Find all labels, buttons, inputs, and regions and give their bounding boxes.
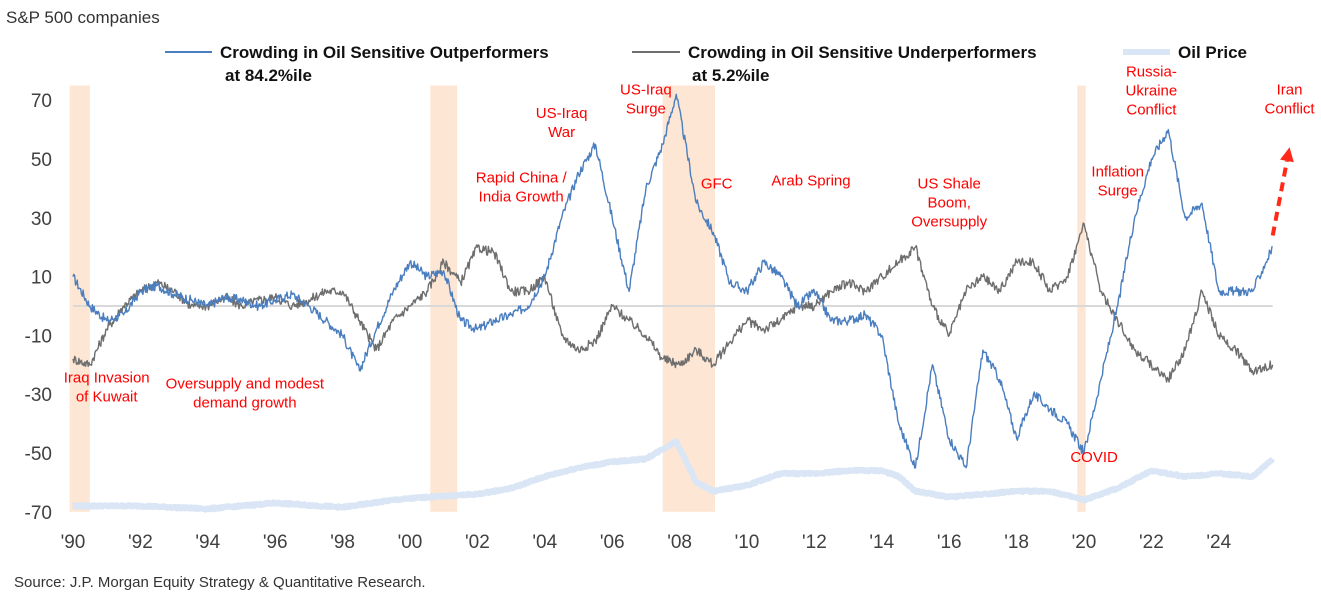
annotation-line: Oversupply — [911, 213, 987, 230]
annotation: US-Iraq Surge — [620, 81, 672, 117]
x-tick-label: '22 — [1139, 532, 1164, 553]
annotation-line: India Growth — [479, 189, 564, 206]
x-tick-label: '18 — [1004, 532, 1029, 553]
annotation-line: Conflict — [1265, 100, 1316, 117]
annotation: Oversupply and modest demand growth — [166, 375, 325, 411]
annotation-line: Iran — [1277, 81, 1303, 98]
x-tick-label: '00 — [398, 532, 423, 553]
x-tick-label: '02 — [465, 532, 490, 553]
x-tick-label: '10 — [735, 532, 760, 553]
y-tick-label: -10 — [25, 326, 52, 347]
annotation-line: US-Iraq — [620, 81, 672, 98]
legend-note-outperformers: at 84.2%ile — [225, 66, 312, 85]
legend-label-underperformers: Crowding in Oil Sensitive Underperformer… — [688, 43, 1037, 62]
shaded-period-3 — [1077, 85, 1086, 512]
annotation-line: Boom, — [928, 194, 971, 211]
annotation-line: Ukraine — [1126, 83, 1178, 100]
y-tick-label: -50 — [25, 444, 52, 465]
x-tick-label: '98 — [330, 532, 355, 553]
chart-subtitle: S&P 500 companies — [6, 8, 160, 27]
x-tick-label: '92 — [128, 532, 153, 553]
x-tick-label: '20 — [1072, 532, 1097, 553]
x-tick-label: '90 — [61, 532, 86, 553]
annotation: Iraq Invasion of Kuwait — [64, 369, 150, 405]
trend-arrow-head — [1280, 147, 1294, 163]
annotation: Russia- Ukraine Conflict — [1126, 64, 1178, 119]
annotation-line: Surge — [626, 100, 666, 117]
source-note: Source: J.P. Morgan Equity Strategy & Qu… — [14, 574, 426, 591]
y-tick-label: 70 — [31, 91, 52, 112]
annotation-line: Russia- — [1126, 64, 1177, 81]
annotation: Rapid China / India Growth — [476, 170, 568, 206]
annotation-line: COVID — [1070, 449, 1118, 466]
y-tick-label: -30 — [25, 385, 52, 406]
annotation: Iran Conflict — [1265, 81, 1316, 117]
trend-arrow-shaft — [1270, 160, 1289, 236]
x-tick-label: '94 — [195, 532, 220, 553]
annotation: GFC — [701, 175, 733, 192]
legend-note-underperformers: at 5.2%ile — [692, 66, 770, 85]
x-tick-label: '14 — [869, 532, 894, 553]
series-line-oil-price — [70, 438, 1276, 513]
y-tick-label: 30 — [31, 209, 52, 230]
annotation-line: Arab Spring — [771, 172, 850, 189]
annotation: Arab Spring — [771, 172, 850, 189]
x-tick-label: '16 — [937, 532, 962, 553]
annotation-line: US-Iraq — [536, 105, 588, 122]
x-tick-label: '04 — [532, 532, 557, 553]
annotation-line: Surge — [1098, 183, 1138, 200]
annotation-line: Iraq Invasion — [64, 369, 150, 386]
x-tick-label: '96 — [263, 532, 288, 553]
annotation: COVID — [1070, 449, 1118, 466]
annotation: US-Iraq War — [536, 105, 588, 141]
y-tick-label: 10 — [31, 268, 52, 289]
annotation-line: Inflation — [1091, 164, 1144, 181]
annotation: US Shale Boom, Oversupply — [911, 175, 987, 230]
y-tick-label: -70 — [25, 503, 52, 524]
legend-label-outperformers: Crowding in Oil Sensitive Outperformers — [220, 43, 549, 62]
annotation-line: Rapid China / — [476, 170, 568, 187]
x-tick-label: '06 — [600, 532, 625, 553]
y-tick-label: 50 — [31, 150, 52, 171]
x-tick-label: '08 — [667, 532, 692, 553]
annotation-line: Conflict — [1126, 102, 1177, 119]
series-line-outperformers — [72, 93, 1274, 469]
legend-label-oil-price: Oil Price — [1178, 43, 1247, 62]
annotation-line: of Kuwait — [76, 388, 139, 405]
x-tick-label: '24 — [1206, 532, 1231, 553]
annotation: Inflation Surge — [1091, 164, 1144, 200]
annotation-line: US Shale — [918, 175, 981, 192]
annotation-line: GFC — [701, 175, 733, 192]
annotation-line: War — [548, 124, 575, 141]
annotation-line: Oversupply and modest — [166, 375, 325, 392]
shaded-period-0 — [69, 85, 90, 512]
legend: Crowding in Oil Sensitive Outperformers … — [165, 43, 1247, 85]
x-tick-label: '12 — [802, 532, 827, 553]
annotation-line: demand growth — [193, 394, 296, 411]
